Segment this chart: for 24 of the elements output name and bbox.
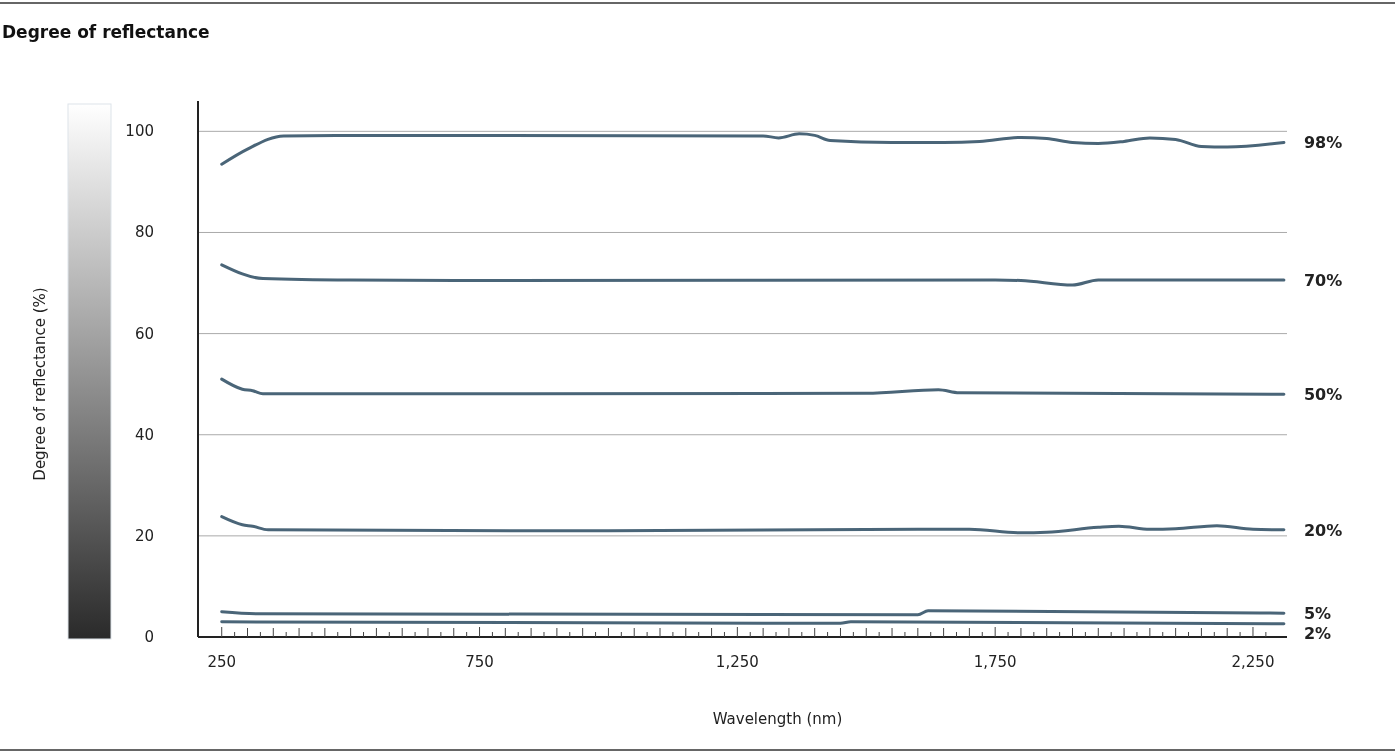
series-label: 50% xyxy=(1303,385,1343,405)
y-tick-label: 80 xyxy=(134,223,154,242)
y-tick-label: 40 xyxy=(134,425,154,444)
x-tick-label: 750 xyxy=(465,653,494,671)
line-series xyxy=(220,515,1286,535)
y-tick-label: 60 xyxy=(134,324,154,343)
x-tick-label: 250 xyxy=(207,653,237,671)
x-tick-label: 1,250 xyxy=(715,653,759,671)
line-series xyxy=(220,263,1286,287)
x-tick-label: 1,750 xyxy=(973,653,1017,671)
chart-title: Degree of reflectance xyxy=(2,22,210,42)
y-tick-label: 100 xyxy=(125,122,154,141)
line-series xyxy=(220,377,1286,396)
line-series xyxy=(220,132,1286,166)
series-label: 2% xyxy=(1303,624,1332,644)
x-tick-label: 2,250 xyxy=(1231,653,1275,671)
series-label: 98% xyxy=(1303,133,1343,153)
y-tick-label: 0 xyxy=(144,628,154,646)
series-label: 70% xyxy=(1303,271,1343,290)
series-label: 5% xyxy=(1303,604,1332,624)
text: Degree of reflectance (%) xyxy=(31,287,49,481)
y-tick-label: 20 xyxy=(134,526,154,545)
x-axis-title: Wavelength (nm) xyxy=(712,710,843,728)
series-label: 20% xyxy=(1303,520,1343,540)
